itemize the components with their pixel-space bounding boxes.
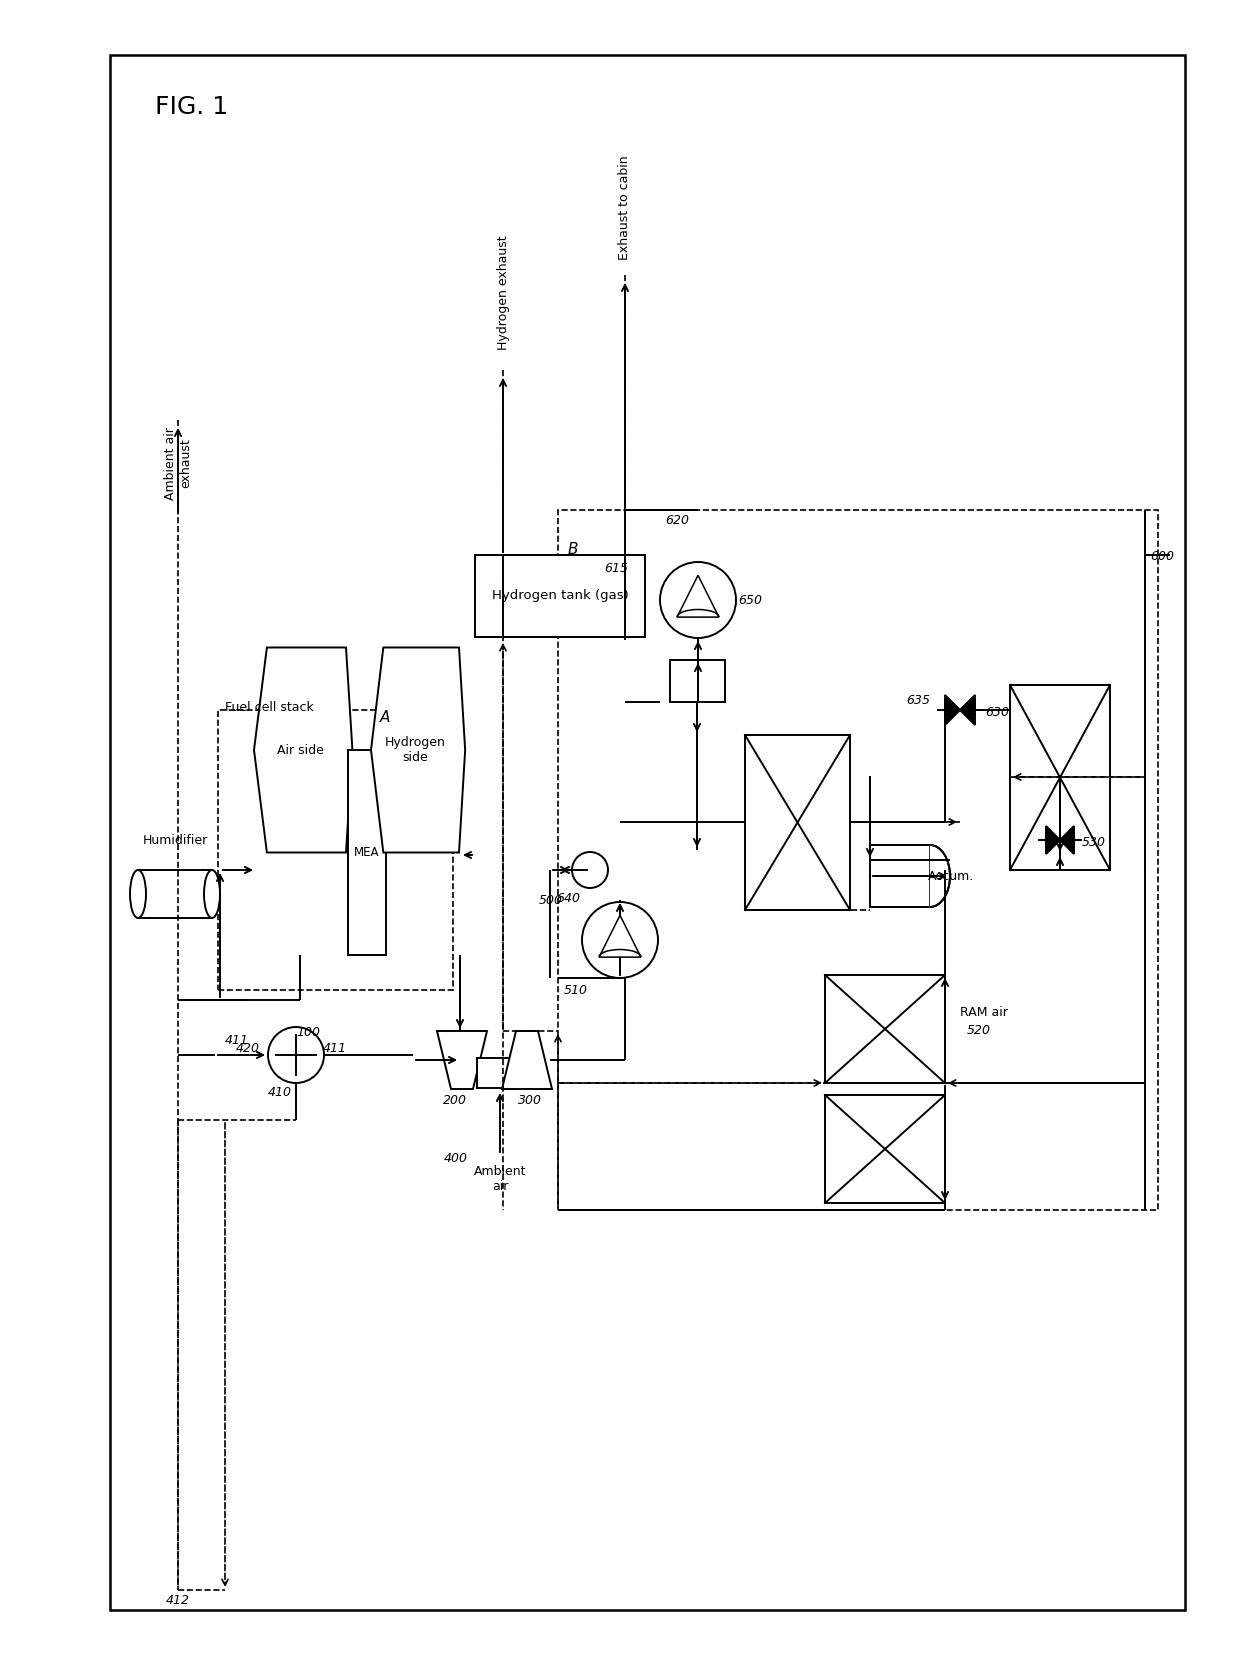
Text: 630: 630 xyxy=(985,705,1009,718)
Bar xyxy=(558,510,1158,1210)
Polygon shape xyxy=(502,1031,552,1089)
Text: Humidifier: Humidifier xyxy=(143,834,207,847)
Circle shape xyxy=(660,563,737,637)
Polygon shape xyxy=(371,647,465,852)
Text: 530: 530 xyxy=(1083,836,1106,849)
Polygon shape xyxy=(945,695,975,725)
Polygon shape xyxy=(254,647,352,852)
Bar xyxy=(870,846,930,907)
Text: 620: 620 xyxy=(665,513,689,526)
Bar xyxy=(218,710,453,990)
Circle shape xyxy=(268,1028,324,1082)
Bar xyxy=(825,1096,945,1203)
Text: A: A xyxy=(379,710,391,725)
Polygon shape xyxy=(436,1031,487,1089)
Bar xyxy=(110,55,1185,1610)
Ellipse shape xyxy=(205,871,219,919)
Text: 410: 410 xyxy=(268,1086,291,1099)
Bar xyxy=(670,660,725,702)
Text: Air side: Air side xyxy=(277,743,324,756)
Bar xyxy=(348,750,386,955)
Bar xyxy=(475,554,645,637)
Text: 510: 510 xyxy=(564,983,588,996)
Text: 100: 100 xyxy=(296,1026,320,1039)
Text: FIG. 1: FIG. 1 xyxy=(155,94,228,119)
Bar xyxy=(745,735,849,910)
Text: Exhaust to cabin: Exhaust to cabin xyxy=(619,156,631,260)
Text: Fuel cell stack: Fuel cell stack xyxy=(224,702,314,713)
Polygon shape xyxy=(599,915,641,957)
Text: 615: 615 xyxy=(604,561,627,574)
Text: RAM air: RAM air xyxy=(960,1006,1008,1018)
Text: B: B xyxy=(568,543,579,558)
Circle shape xyxy=(582,902,658,978)
Text: 650: 650 xyxy=(738,594,763,606)
Text: Hydrogen exhaust: Hydrogen exhaust xyxy=(496,235,510,349)
Polygon shape xyxy=(677,576,719,617)
Text: 400: 400 xyxy=(444,1152,467,1165)
Bar xyxy=(138,871,212,919)
Ellipse shape xyxy=(130,871,146,919)
Circle shape xyxy=(572,852,608,889)
Bar xyxy=(477,1058,511,1087)
Text: Ambient air
exhaust: Ambient air exhaust xyxy=(164,427,192,500)
Text: 520: 520 xyxy=(967,1023,991,1036)
Text: Accum.: Accum. xyxy=(928,871,975,884)
Text: 411: 411 xyxy=(322,1041,347,1054)
Text: 200: 200 xyxy=(443,1094,467,1107)
Text: 635: 635 xyxy=(906,693,930,707)
Text: Ambient
air: Ambient air xyxy=(474,1165,526,1193)
Text: 300: 300 xyxy=(518,1094,542,1107)
Text: 500: 500 xyxy=(539,894,563,907)
Bar xyxy=(825,975,945,1082)
Text: 412: 412 xyxy=(166,1594,190,1607)
Text: Hydrogen tank (gas): Hydrogen tank (gas) xyxy=(491,589,629,602)
Text: 640: 640 xyxy=(556,892,580,905)
Text: MEA: MEA xyxy=(355,846,379,859)
Text: 600: 600 xyxy=(1149,549,1174,563)
Bar xyxy=(1011,685,1110,871)
Polygon shape xyxy=(1047,826,1074,854)
Text: 420: 420 xyxy=(236,1041,260,1054)
Text: Hydrogen
side: Hydrogen side xyxy=(384,736,445,765)
Text: 411: 411 xyxy=(224,1033,249,1046)
